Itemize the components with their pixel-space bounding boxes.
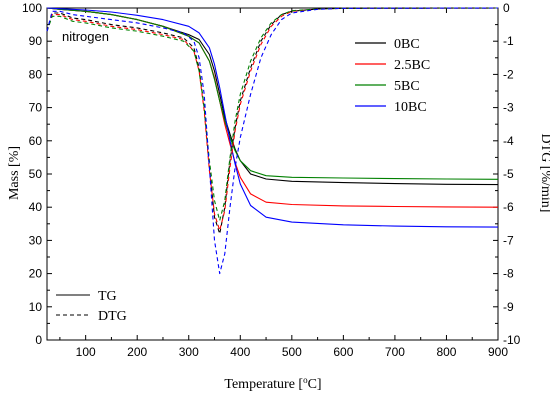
legend-label-10BC: 10BC (394, 100, 427, 115)
y-right-tick-label: -1 (503, 34, 514, 48)
series-dtg-5BC (46, 7, 499, 222)
y-left-tick-label: 40 (29, 200, 43, 214)
y-right-tick-label: -8 (503, 267, 514, 281)
x-tick-label: 700 (385, 345, 405, 359)
legend-label-2_5BC: 2.5BC (394, 58, 430, 73)
x-tick-label: 400 (230, 345, 250, 359)
y-left-tick-label: 60 (29, 134, 43, 148)
y-axis-left-title: Mass [%] (7, 146, 22, 200)
y-left-tick-label: 10 (29, 300, 43, 314)
condition-label: nitrogen (62, 29, 109, 44)
style-legend-label-tg: TG (98, 289, 117, 304)
y-right-tick-label: -10 (503, 333, 521, 347)
series-tg-10BC (46, 7, 499, 228)
series-tg-0BC (46, 7, 499, 186)
x-tick-label: 300 (179, 345, 199, 359)
y-right-tick-label: -2 (503, 67, 514, 81)
x-tick-label: 200 (127, 345, 147, 359)
x-tick-label: 600 (333, 345, 353, 359)
y-left-tick-label: 30 (29, 233, 43, 247)
y-right-tick-label: -6 (503, 200, 514, 214)
series-tg-2_5BC (46, 7, 499, 208)
y-right-tick-label: -7 (503, 233, 514, 247)
y-axis-right-title: DTG [%/min] (538, 134, 550, 213)
x-tick-label: 500 (282, 345, 302, 359)
y-left-tick-label: 90 (29, 34, 43, 48)
y-right-tick-label: -9 (503, 300, 514, 314)
series-dtg-10BC (46, 7, 499, 275)
series-dtg-2_5BC (46, 7, 499, 231)
x-tick-label: 900 (488, 345, 508, 359)
y-left-tick-label: 20 (29, 267, 43, 281)
x-axis-title: Temperature [oC] (224, 375, 321, 392)
y-right-tick-label: -4 (503, 134, 514, 148)
y-left-tick-label: 80 (29, 67, 43, 81)
y-left-tick-label: 100 (22, 1, 42, 15)
legend-label-5BC: 5BC (394, 79, 420, 94)
style-legend-label-dtg: DTG (98, 309, 127, 324)
y-right-tick-label: -5 (503, 167, 514, 181)
legend-label-0BC: 0BC (394, 37, 420, 52)
y-left-tick-label: 50 (29, 167, 43, 181)
x-tick-label: 800 (436, 345, 456, 359)
series-tg-5BC (46, 7, 499, 180)
y-left-tick-label: 70 (29, 101, 43, 115)
y-left-tick-label: 0 (35, 333, 42, 347)
y-right-tick-label: -3 (503, 101, 514, 115)
y-right-tick-label: 0 (503, 1, 510, 15)
x-tick-label: 100 (76, 345, 96, 359)
series-dtg-0BC (46, 7, 499, 235)
